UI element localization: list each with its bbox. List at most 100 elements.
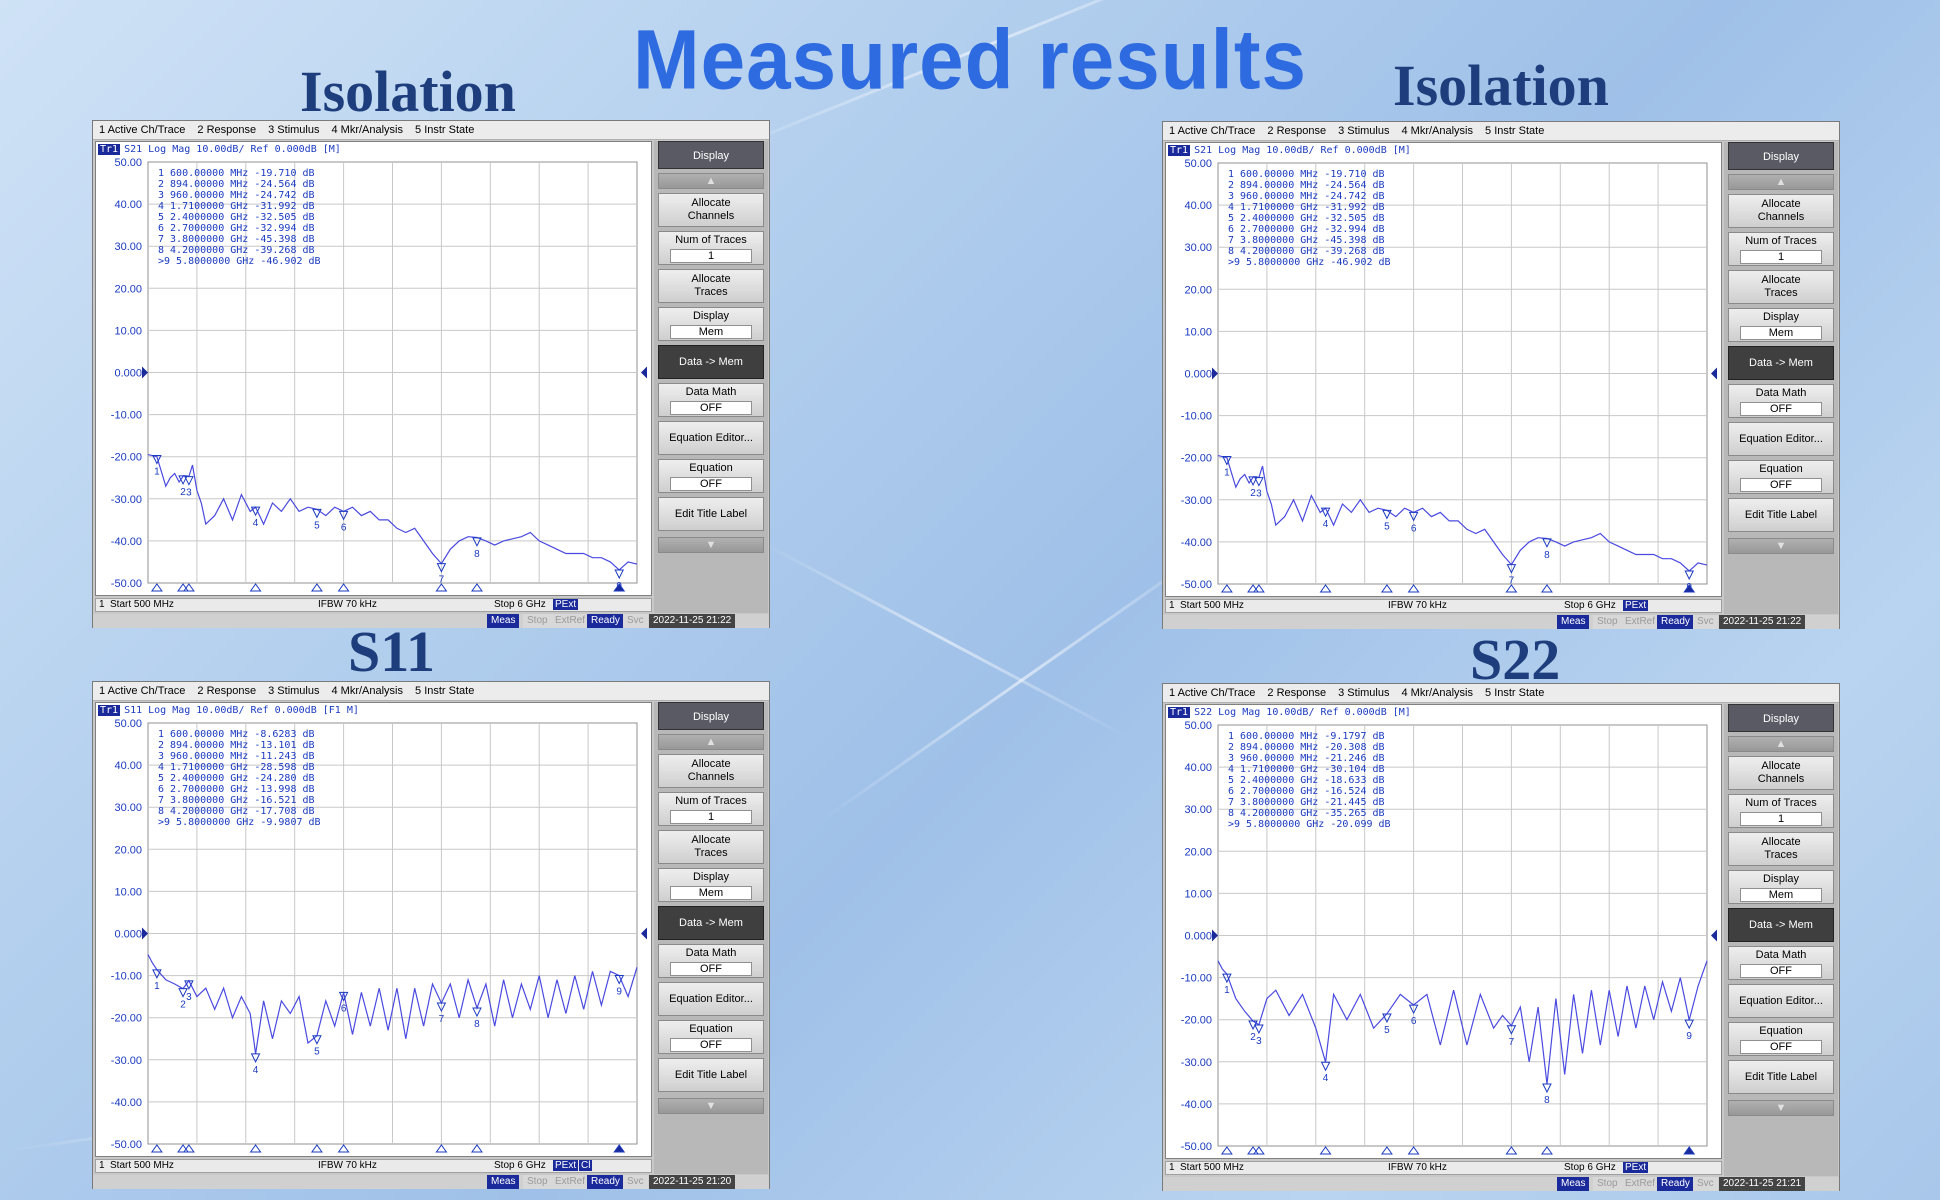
softkey-edit-title-label[interactable]: Edit Title Label <box>658 497 764 531</box>
marker-6[interactable] <box>338 991 349 1002</box>
marker-3[interactable] <box>184 476 194 486</box>
marker-stimulus-4[interactable] <box>1319 584 1332 593</box>
softkey-edit-title-label[interactable]: Edit Title Label <box>1728 1060 1834 1094</box>
softkey-display-title[interactable]: Display <box>1728 704 1834 732</box>
marker-stimulus-7[interactable] <box>435 1144 448 1153</box>
marker-1[interactable] <box>152 454 162 465</box>
marker-7[interactable] <box>1506 1025 1517 1035</box>
marker-stimulus-6[interactable] <box>1407 584 1420 593</box>
marker-stimulus-1[interactable] <box>150 583 163 592</box>
marker-stimulus-2[interactable] <box>1247 584 1260 593</box>
start-frequency[interactable]: Start 500 MHz <box>1180 600 1244 611</box>
marker-stimulus-9[interactable] <box>1683 584 1696 593</box>
ref-level-arrow-left[interactable] <box>1212 929 1218 942</box>
marker-stimulus-2[interactable] <box>1247 1146 1260 1155</box>
menu-active-ch-trace[interactable]: 1 Active Ch/Trace <box>1169 687 1256 699</box>
marker-6[interactable] <box>1408 511 1419 522</box>
marker-9[interactable] <box>614 569 625 580</box>
marker-4[interactable] <box>1320 507 1331 518</box>
softkey-equation-editor[interactable]: Equation Editor... <box>1728 984 1834 1018</box>
softkey-allocate-channels[interactable]: Allocate Channels <box>658 193 764 227</box>
trace-header[interactable]: Tr1 S21 Log Mag 10.00dB/ Ref 0.000dB [M] <box>98 144 341 155</box>
menu-response[interactable]: 2 Response <box>1267 687 1327 699</box>
marker-9[interactable] <box>614 975 625 985</box>
marker-stimulus-7[interactable] <box>1505 1146 1518 1155</box>
marker-4[interactable] <box>250 1053 261 1064</box>
menu-active-ch-trace[interactable]: 1 Active Ch/Trace <box>1169 125 1256 137</box>
marker-2[interactable] <box>178 475 188 486</box>
softkey-allocate-traces[interactable]: Allocate Traces <box>658 830 764 864</box>
marker-stimulus-7[interactable] <box>1505 584 1518 593</box>
marker-stimulus-1[interactable] <box>150 1144 163 1153</box>
ifbw[interactable]: IFBW 70 kHz <box>318 1160 377 1171</box>
ref-level-arrow-left[interactable] <box>142 927 148 940</box>
softkey-allocate-traces[interactable]: Allocate Traces <box>658 269 764 303</box>
softkey-allocate-channels[interactable]: Allocate Channels <box>1728 756 1834 790</box>
softkey-display-title[interactable]: Display <box>1728 142 1834 170</box>
marker-stimulus-1[interactable] <box>1220 584 1233 593</box>
marker-2[interactable] <box>1248 476 1258 487</box>
marker-stimulus-6[interactable] <box>337 1144 350 1153</box>
marker-6[interactable] <box>338 510 349 521</box>
softkey-edit-title-label[interactable]: Edit Title Label <box>658 1058 764 1092</box>
softkey-equation[interactable]: Equation OFF <box>658 1020 764 1054</box>
menu-instr-state[interactable]: 5 Instr State <box>415 685 475 697</box>
stop-frequency[interactable]: Stop 6 GHz <box>1564 600 1616 611</box>
marker-6[interactable] <box>1408 1004 1419 1015</box>
softkey-data-math[interactable]: Data Math OFF <box>1728 384 1834 418</box>
marker-stimulus-8[interactable] <box>470 1144 483 1153</box>
softkey-down-arrow[interactable]: ▼ <box>658 1098 764 1114</box>
softkey-display-title[interactable]: Display <box>658 702 764 730</box>
ifbw[interactable]: IFBW 70 kHz <box>1388 600 1447 611</box>
marker-5[interactable] <box>312 508 322 519</box>
marker-stimulus-9[interactable] <box>1683 1146 1696 1155</box>
softkey-allocate-channels[interactable]: Allocate Channels <box>658 754 764 788</box>
marker-stimulus-4[interactable] <box>1319 1146 1332 1155</box>
menu-stimulus[interactable]: 3 Stimulus <box>1338 687 1390 699</box>
softkey-down-arrow[interactable]: ▼ <box>1728 1100 1834 1116</box>
softkey-down-arrow[interactable]: ▼ <box>658 537 764 553</box>
marker-5[interactable] <box>1382 509 1392 520</box>
softkey-equation-editor[interactable]: Equation Editor... <box>1728 422 1834 456</box>
marker-stimulus-4[interactable] <box>249 583 262 592</box>
marker-1[interactable] <box>152 969 162 979</box>
marker-stimulus-8[interactable] <box>470 583 483 592</box>
softkey-allocate-traces[interactable]: Allocate Traces <box>1728 832 1834 866</box>
start-frequency[interactable]: Start 500 MHz <box>110 1160 174 1171</box>
softkey-edit-title-label[interactable]: Edit Title Label <box>1728 498 1834 532</box>
ref-level-arrow-right[interactable] <box>1711 929 1717 942</box>
menu-active-ch-trace[interactable]: 1 Active Ch/Trace <box>99 124 186 136</box>
softkey-data-math[interactable]: Data Math OFF <box>658 944 764 978</box>
trace-header[interactable]: Tr1 S22 Log Mag 10.00dB/ Ref 0.000dB [M] <box>1168 707 1411 718</box>
marker-2[interactable] <box>178 988 188 998</box>
marker-stimulus-8[interactable] <box>1540 584 1553 593</box>
marker-stimulus-5[interactable] <box>310 1144 323 1153</box>
marker-8[interactable] <box>472 1007 482 1018</box>
marker-stimulus-6[interactable] <box>1407 1146 1420 1155</box>
marker-stimulus-2[interactable] <box>177 1144 190 1153</box>
marker-7[interactable] <box>1506 564 1517 574</box>
stop-frequency[interactable]: Stop 6 GHz <box>494 1160 546 1171</box>
marker-stimulus-1[interactable] <box>1220 1146 1233 1155</box>
ifbw[interactable]: IFBW 70 kHz <box>318 599 377 610</box>
marker-4[interactable] <box>250 506 261 517</box>
softkey-data-to-mem[interactable]: Data -> Mem <box>658 345 764 379</box>
menu-mkr-analysis[interactable]: 4 Mkr/Analysis <box>1401 687 1474 699</box>
marker-7[interactable] <box>436 1002 447 1013</box>
marker-stimulus-5[interactable] <box>310 583 323 592</box>
menu-response[interactable]: 2 Response <box>197 685 257 697</box>
softkey-up-arrow[interactable]: ▲ <box>658 734 764 750</box>
marker-stimulus-3[interactable] <box>1252 1146 1265 1155</box>
marker-stimulus-3[interactable] <box>182 583 195 592</box>
softkey-display[interactable]: Display Mem <box>658 868 764 902</box>
menu-stimulus[interactable]: 3 Stimulus <box>268 124 320 136</box>
menu-instr-state[interactable]: 5 Instr State <box>1485 125 1545 137</box>
softkey-allocate-channels[interactable]: Allocate Channels <box>1728 194 1834 228</box>
start-frequency[interactable]: Start 500 MHz <box>1180 1162 1244 1173</box>
softkey-data-to-mem[interactable]: Data -> Mem <box>1728 346 1834 380</box>
softkey-num-traces[interactable]: Num of Traces 1 <box>658 792 764 826</box>
softkey-num-traces[interactable]: Num of Traces 1 <box>1728 794 1834 828</box>
softkey-display[interactable]: Display Mem <box>1728 308 1834 342</box>
marker-3[interactable] <box>1254 477 1264 487</box>
marker-stimulus-6[interactable] <box>337 583 350 592</box>
